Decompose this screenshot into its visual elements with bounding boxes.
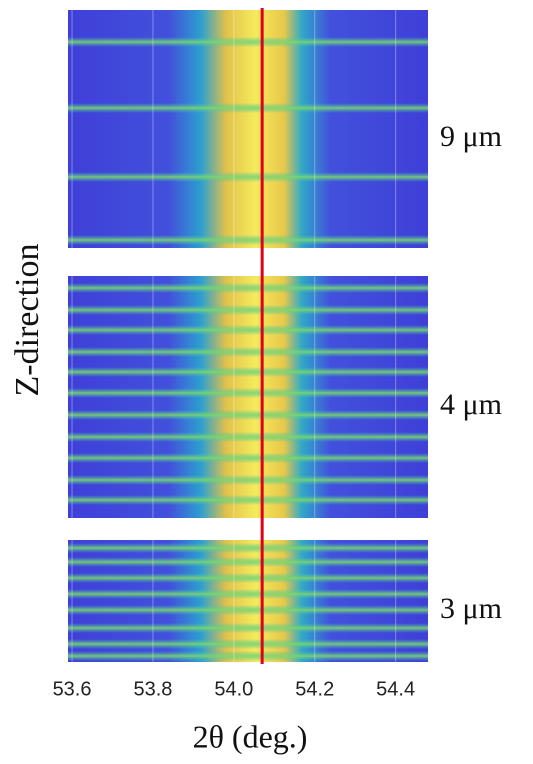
- stratum-band: [68, 325, 428, 335]
- heatmap-panel: [68, 10, 428, 248]
- y-axis-label: Z-direction: [9, 244, 46, 397]
- stratum-band: [68, 557, 428, 567]
- stratum-band: [68, 639, 428, 649]
- stratum-band: [68, 347, 428, 357]
- stratum-band: [68, 305, 428, 315]
- stratum-band: [68, 543, 428, 553]
- panel-label: 3 μm: [440, 592, 502, 625]
- stratum-band: [68, 37, 428, 47]
- stratum-band: [68, 172, 428, 182]
- stratum-band: [68, 388, 428, 398]
- x-tick-label: 54.4: [376, 678, 415, 700]
- stratum-band: [68, 432, 428, 442]
- stratum-band: [68, 573, 428, 583]
- stratum-band: [68, 235, 428, 245]
- x-tick-label: 54.2: [295, 678, 334, 700]
- panel-label: 9 μm: [440, 120, 502, 153]
- stratum-band: [68, 589, 428, 599]
- panel-label: 4 μm: [440, 388, 502, 421]
- stratum-band: [68, 453, 428, 463]
- x-tick-label: 53.8: [133, 678, 172, 700]
- stratum-band: [68, 475, 428, 485]
- stratum-band: [68, 283, 428, 293]
- x-tick-label: 53.6: [53, 678, 92, 700]
- x-axis-label: 2θ (deg.): [193, 718, 308, 754]
- stratum-band: [68, 103, 428, 113]
- stratum-band: [68, 651, 428, 661]
- stratum-band: [68, 367, 428, 377]
- stratum-band: [68, 605, 428, 615]
- stratum-band: [68, 623, 428, 633]
- stratum-band: [68, 495, 428, 505]
- stratum-band: [68, 410, 428, 420]
- x-tick-label: 54.0: [214, 678, 253, 700]
